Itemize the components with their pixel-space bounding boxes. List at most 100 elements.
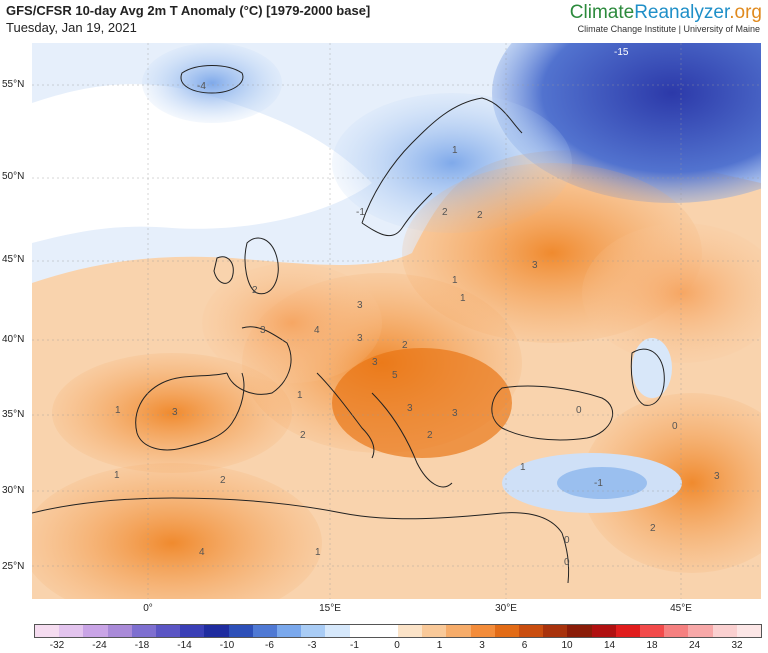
levant-coast [561,532,570,584]
coastlines [32,65,665,584]
legend-swatch [615,625,641,637]
contour-label: 1 [315,547,321,558]
legend-tick-label: -3 [307,640,317,651]
lat-label: 55°N [2,79,25,90]
contour-label: 4 [314,325,320,336]
contour-label: 2 [300,430,306,441]
legend-swatch [107,625,132,637]
contour-label: 3 [714,471,720,482]
contour-label: 3 [372,357,378,368]
contour-label: 1 [452,145,458,156]
legend-swatch [35,625,60,637]
legend-swatch [83,625,108,637]
contour-label: 2 [220,475,226,486]
balkans-warm-anomaly [332,348,512,458]
contour-label: -1 [594,478,603,489]
legend-tick-label: 32 [731,640,743,651]
legend-swatch [712,625,737,637]
contour-label: 3 [260,325,266,336]
contour-label: 3 [357,333,363,344]
legend-swatch [325,625,350,637]
north-white-region [32,84,372,243]
contour-label: 1 [114,470,120,481]
legend-swatch [640,625,665,637]
anomaly-map-svg: -15 -4 -1 1 1 1 2 3 2 2 3 4 3 3 3 2 5 3 … [32,43,761,599]
legend-swatch [519,625,544,637]
contour-label: 4 [199,547,205,558]
lat-label: 30°N [2,485,25,496]
anomaly-map: -15 -4 -1 1 1 1 2 3 2 2 3 4 3 3 3 2 5 3 … [32,43,761,599]
legend-swatch [422,625,447,637]
contour-labels: -15 -4 -1 1 1 1 2 3 2 2 3 4 3 3 3 2 5 3 … [114,47,720,568]
balkans-coast [371,392,453,488]
contour-label: -4 [197,81,206,92]
contour-label: 3 [452,408,458,419]
legend-tick-label: 14 [603,640,616,651]
legend-tick-label: -18 [134,640,150,651]
contour-label: 1 [452,275,458,286]
graticule [32,43,761,599]
iberia-warm-anomaly [52,353,292,473]
legend-swatch [470,625,495,637]
lon-label: 45°E [670,603,692,614]
contour-label: 2 [427,430,433,441]
legend-tick-label: -24 [92,640,107,651]
brand-part-1: Climate [569,2,635,23]
brand-part-2: Reanalyzer [634,2,730,23]
contour-label: 1 [460,293,466,304]
map-date: Tuesday, Jan 19, 2021 [6,20,137,35]
contour-label: 0 [564,557,570,568]
brand-part-3: .org [729,2,762,23]
lon-label: 0° [143,603,153,614]
contour-label: -1 [356,207,365,218]
anatolia-cool-core [557,467,647,499]
contour-label: 3 [172,407,178,418]
legend-swatch [664,625,689,637]
contour-label: 2 [442,207,448,218]
legend-tick-label: 6 [521,640,528,651]
contour-label: 5 [392,370,398,381]
contour-label: 0 [564,535,570,546]
contour-label: 3 [532,260,538,271]
iberia-coast [135,372,245,451]
legend-tick-label: 1 [436,640,443,651]
lat-label: 50°N [2,171,25,182]
scandinavia-coast [361,97,523,224]
ireland-coast [213,256,234,284]
lat-label: 40°N [2,334,25,345]
contour-label: 0 [672,421,678,432]
legend-tick-label: 10 [561,640,573,651]
color-legend [34,624,762,638]
legend-swatch [543,625,568,637]
contour-label: 2 [650,523,656,534]
legend-swatch [131,625,157,637]
norway-coast [361,192,433,237]
caspian-cool-anomaly [632,338,672,398]
lon-label: 30°E [495,603,517,614]
contour-label: 2 [252,285,258,296]
legend-tick-label: -6 [265,640,274,651]
france-warm-anomaly [202,263,382,383]
kazakh-warm-anomaly [582,223,761,363]
brand-logo[interactable]: ClimateReanalyzer.org [570,2,762,24]
lat-label: 45°N [2,254,25,265]
legend-tick-label: -1 [350,640,359,651]
lat-label: 25°N [2,561,25,572]
legend-swatch [180,625,205,637]
sahara-warm-anomaly [32,463,322,599]
legend-tick-label: -32 [49,640,65,651]
contour-label: 2 [477,210,483,221]
caspian-coast [630,348,665,406]
legend-swatch [373,625,399,637]
legend-swatch [494,625,520,637]
legend-swatch [59,625,84,637]
legend-swatch [156,625,181,637]
map-title: GFS/CFSR 10-day Avg 2m T Anomaly (°C) [1… [6,3,371,18]
legend-tick-label: 24 [688,640,701,651]
iceland-coast [180,65,244,94]
legend-tick-label: 3 [479,640,485,651]
contour-label: 1 [520,462,526,473]
legend-tick-label: 18 [646,640,658,651]
legend-tick-label: 0 [394,640,400,651]
contour-label: 0 [576,405,582,416]
